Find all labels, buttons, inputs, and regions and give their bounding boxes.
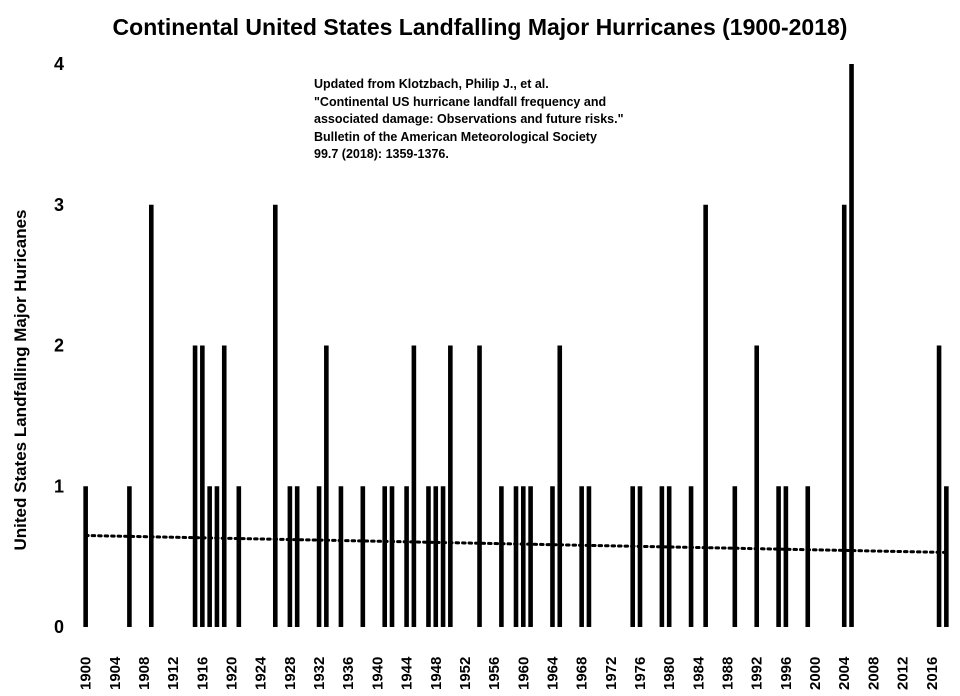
bar-1960 [520,486,526,627]
x-tick-label: 1924 [253,656,270,690]
x-tick-label: 2004 [836,656,853,690]
bar-1965 [557,345,563,627]
citation-line: "Continental US hurricane landfall frequ… [314,94,607,109]
bars-group [83,64,949,627]
citation-line: Bulletin of the American Meteorological … [314,129,597,144]
x-tick-label: 1932 [311,657,328,690]
bar-1916 [200,345,205,627]
bar-1906 [127,486,132,627]
bar-1915 [192,345,198,627]
bar-1932 [316,486,322,627]
y-tick-label: 0 [54,617,64,637]
bar-1959 [513,486,519,627]
x-tick-label: 1948 [428,657,445,690]
x-tick-label: 1928 [282,657,299,690]
x-tick-label: 1904 [107,656,124,690]
bar-1999 [805,486,811,627]
bar-1945 [411,345,417,627]
bar-1929 [294,486,300,627]
bar-1926 [272,204,278,627]
trendline [84,534,948,554]
citation-annotation: Updated from Klotzbach, Philip J., et al… [314,76,624,164]
y-tick-label: 2 [54,336,64,356]
bar-1957 [499,486,504,627]
x-tick-label: 1964 [544,656,561,690]
bar-1948 [433,486,439,627]
bar-1996 [783,486,789,627]
bar-1964 [550,486,555,627]
x-tick-label: 2000 [807,657,824,690]
bar-1989 [732,486,738,627]
x-tick-label: 1900 [78,657,95,690]
bar-1947 [426,486,431,627]
x-tick-label: 1916 [194,657,211,690]
x-tick-label: 1992 [749,657,766,690]
bar-1900 [83,486,88,627]
bar-1976 [637,486,643,627]
y-tick-labels: 0 1 2 3 4 [54,54,64,637]
bar-1949 [440,486,446,627]
bar-1969 [586,486,592,627]
bar-1919 [221,345,227,627]
bar-1921 [236,486,242,627]
y-tick-label: 4 [54,54,64,74]
bar-1992 [754,345,760,627]
x-tick-label: 1944 [399,656,416,690]
x-tick-labels: 1900 1904 1908 1912 1916 1920 1924 1928 1932 1936… [78,656,941,690]
x-tick-label: 1908 [136,657,153,690]
x-tick-label: 1972 [603,657,620,690]
x-tick-label: 1984 [690,656,707,690]
x-tick-label: 1956 [486,657,503,690]
x-tick-label: 1996 [778,657,795,690]
trendline-group [84,534,948,554]
bar-1941 [382,486,388,627]
bar-2004 [841,204,847,627]
bar-1995 [776,486,781,627]
x-tick-label: 1976 [632,657,649,690]
y-tick-label: 1 [54,476,64,496]
x-tick-label: 1920 [224,657,241,690]
bar-1938 [360,486,366,627]
x-tick-label: 1936 [340,657,357,690]
x-tick-label: 2016 [924,657,941,690]
x-tick-label: 2012 [895,657,912,690]
bar-1918 [214,486,220,627]
citation-line: 99.7 (2018): 1359-1376. [314,147,449,162]
x-tick-label: 1980 [661,657,678,690]
bar-1917 [207,486,212,627]
x-tick-label: 2008 [865,657,882,690]
x-tick-label: 1912 [165,657,182,690]
chart-title: Continental United States Landfalling Ma… [112,14,848,40]
bar-1944 [404,486,409,627]
bar-1983 [688,486,694,627]
bar-1985 [703,204,708,627]
bar-1935 [338,486,344,627]
bar-2018 [944,486,949,627]
x-tick-label: 1960 [515,657,532,690]
bar-2017 [936,345,942,627]
bar-2005 [849,64,854,627]
x-tick-label: 1940 [369,657,386,690]
bar-1980 [666,486,672,627]
bar-1954 [477,345,482,627]
x-tick-label: 1952 [457,657,474,690]
bar-1968 [579,486,584,627]
citation-line: associated damage: Observations and futu… [314,112,624,127]
x-tick-label: 1968 [574,657,591,690]
x-tick-label: 1988 [720,657,737,690]
bar-1928 [287,486,293,627]
bar-1933 [324,345,329,627]
bar-1942 [389,486,395,627]
bar-1979 [659,486,665,627]
bar-1975 [630,486,636,627]
citation-line: Updated from Klotzbach, Philip J., et al… [314,77,549,91]
bar-1909 [148,204,154,627]
bar-1950 [448,345,453,627]
bar-1961 [528,486,533,627]
y-tick-label: 3 [54,195,64,215]
